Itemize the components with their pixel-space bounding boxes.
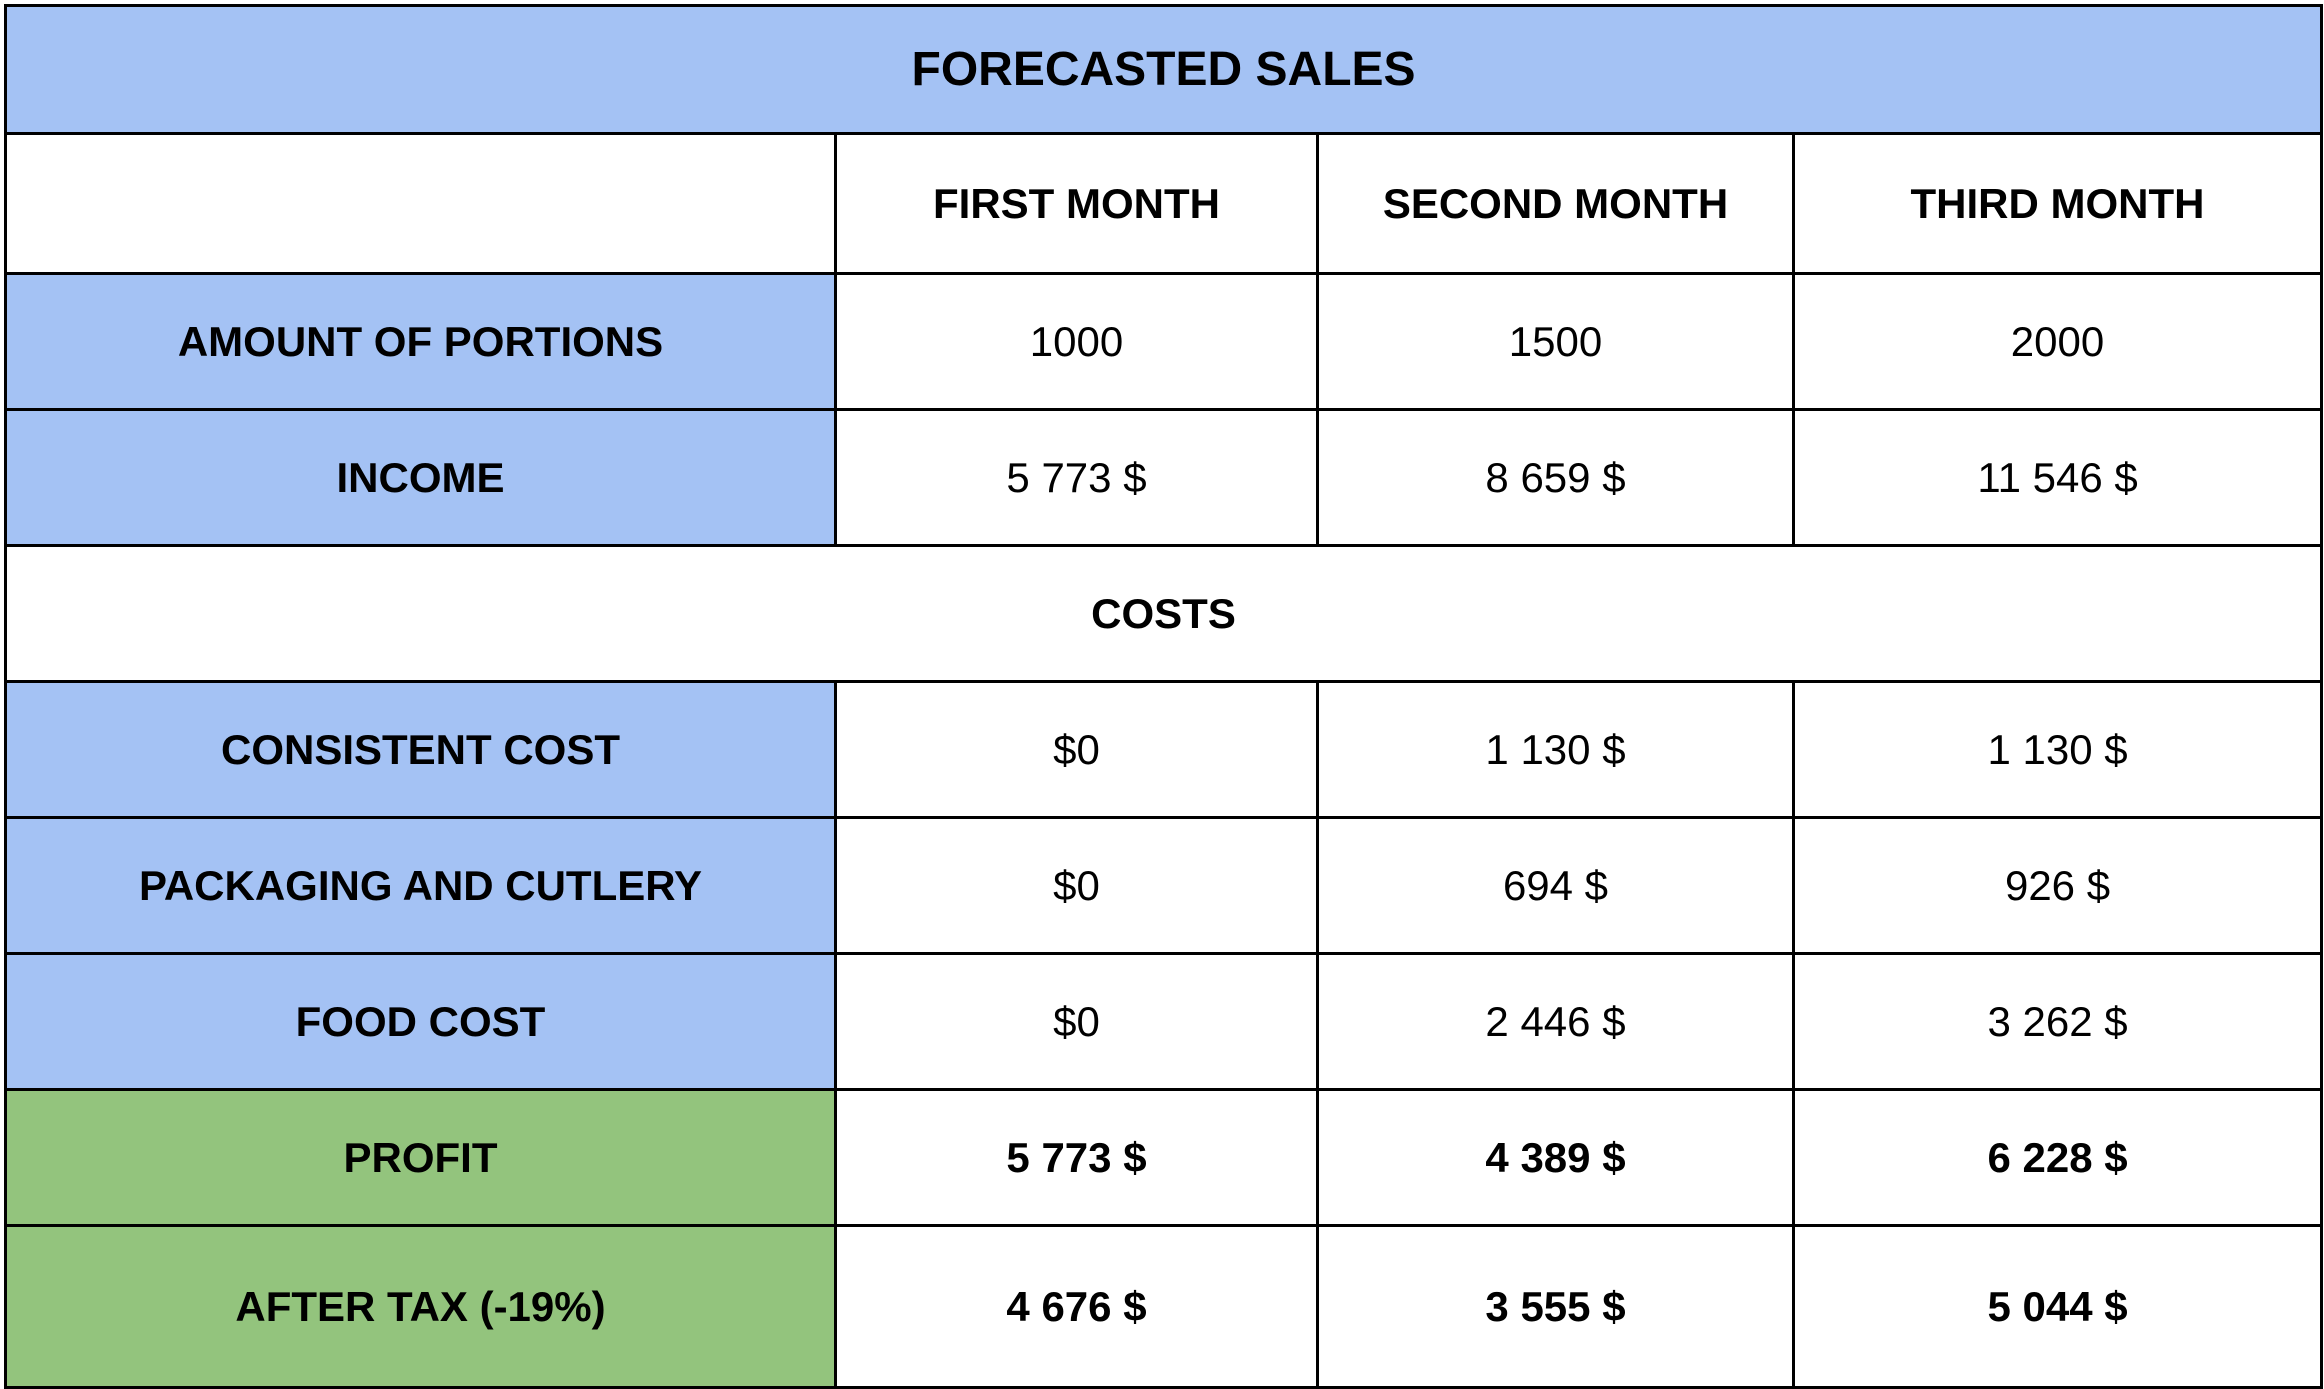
table-row-food-cost: FOOD COST $0 2 446 $ 3 262 $ bbox=[4, 952, 2324, 1091]
costs-section-header[interactable]: COSTS bbox=[3, 544, 2324, 683]
table-row-income: INCOME 5 773 $ 8 659 $ 11 546 $ bbox=[4, 408, 2324, 547]
table-row-after-tax: AFTER TAX (-19%) 4 676 $ 3 555 $ 5 044 $ bbox=[4, 1224, 2324, 1389]
cell-food-cost-month1[interactable]: $0 bbox=[834, 952, 1319, 1091]
cell-consistent-cost-month2[interactable]: 1 130 $ bbox=[1316, 680, 1795, 819]
header-first-month[interactable]: FIRST MONTH bbox=[834, 132, 1319, 275]
row-label-income[interactable]: INCOME bbox=[4, 408, 837, 547]
table-row-packaging: PACKAGING AND CUTLERY $0 694 $ 926 $ bbox=[4, 816, 2324, 955]
row-label-food-cost[interactable]: FOOD COST bbox=[4, 952, 837, 1091]
row-label-portions[interactable]: AMOUNT OF PORTIONS bbox=[4, 272, 837, 411]
cell-packaging-month1[interactable]: $0 bbox=[834, 816, 1319, 955]
cell-after-tax-month3[interactable]: 5 044 $ bbox=[1791, 1224, 2324, 1389]
cell-portions-month2[interactable]: 1500 bbox=[1316, 272, 1795, 411]
header-corner-cell[interactable] bbox=[4, 132, 837, 275]
forecasted-sales-sheet: FORECASTED SALES FIRST MONTH SECOND MONT… bbox=[3, 4, 2324, 1389]
cell-profit-month3[interactable]: 6 228 $ bbox=[1791, 1088, 2324, 1227]
cell-income-month3[interactable]: 11 546 $ bbox=[1791, 408, 2324, 547]
header-third-month[interactable]: THIRD MONTH bbox=[1791, 132, 2324, 275]
table-row-consistent-cost: CONSISTENT COST $0 1 130 $ 1 130 $ bbox=[4, 680, 2324, 819]
table-row-portions: AMOUNT OF PORTIONS 1000 1500 2000 bbox=[4, 272, 2324, 411]
cell-packaging-month3[interactable]: 926 $ bbox=[1791, 816, 2324, 955]
row-label-after-tax[interactable]: AFTER TAX (-19%) bbox=[4, 1224, 837, 1389]
header-second-month[interactable]: SECOND MONTH bbox=[1316, 132, 1795, 275]
row-label-profit[interactable]: PROFIT bbox=[4, 1088, 837, 1227]
table-row-profit: PROFIT 5 773 $ 4 389 $ 6 228 $ bbox=[4, 1088, 2324, 1227]
cell-profit-month1[interactable]: 5 773 $ bbox=[834, 1088, 1319, 1227]
cell-after-tax-month2[interactable]: 3 555 $ bbox=[1316, 1224, 1795, 1389]
cell-profit-month2[interactable]: 4 389 $ bbox=[1316, 1088, 1795, 1227]
cell-income-month1[interactable]: 5 773 $ bbox=[834, 408, 1319, 547]
table-title[interactable]: FORECASTED SALES bbox=[3, 4, 2324, 135]
cell-packaging-month2[interactable]: 694 $ bbox=[1316, 816, 1795, 955]
cell-consistent-cost-month1[interactable]: $0 bbox=[834, 680, 1319, 819]
cell-after-tax-month1[interactable]: 4 676 $ bbox=[834, 1224, 1319, 1389]
cell-food-cost-month3[interactable]: 3 262 $ bbox=[1791, 952, 2324, 1091]
cell-consistent-cost-month3[interactable]: 1 130 $ bbox=[1791, 680, 2324, 819]
title-row: FORECASTED SALES bbox=[3, 4, 2324, 135]
costs-section-row: COSTS bbox=[3, 544, 2324, 683]
row-label-packaging[interactable]: PACKAGING AND CUTLERY bbox=[4, 816, 837, 955]
cell-portions-month3[interactable]: 2000 bbox=[1791, 272, 2324, 411]
cell-portions-month1[interactable]: 1000 bbox=[834, 272, 1319, 411]
column-header-row: FIRST MONTH SECOND MONTH THIRD MONTH bbox=[4, 132, 2324, 275]
forecast-table: FORECASTED SALES FIRST MONTH SECOND MONT… bbox=[3, 4, 2324, 1389]
cell-income-month2[interactable]: 8 659 $ bbox=[1316, 408, 1795, 547]
cell-food-cost-month2[interactable]: 2 446 $ bbox=[1316, 952, 1795, 1091]
row-label-consistent-cost[interactable]: CONSISTENT COST bbox=[4, 680, 837, 819]
